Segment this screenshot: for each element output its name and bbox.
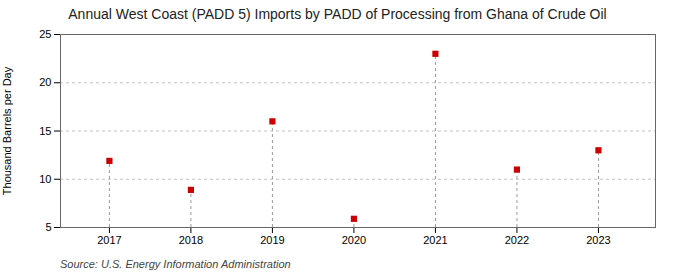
svg-text:2022: 2022 xyxy=(505,234,529,246)
svg-text:2018: 2018 xyxy=(179,234,203,246)
svg-text:2019: 2019 xyxy=(260,234,284,246)
svg-text:5: 5 xyxy=(45,221,51,233)
svg-text:2017: 2017 xyxy=(97,234,121,246)
svg-text:20: 20 xyxy=(39,76,51,88)
svg-text:15: 15 xyxy=(39,125,51,137)
html-text:Source: U.S. Energy Informatio: Source: U.S. Energy Information Administ… xyxy=(60,258,291,270)
svg-text:2020: 2020 xyxy=(342,234,366,246)
svg-text:Thousand Barrels per Day: Thousand Barrels per Day xyxy=(1,66,13,195)
svg-text:10: 10 xyxy=(39,173,51,185)
html-text:Annual West Coast (PADD 5) Imp: Annual West Coast (PADD 5) Imports by PA… xyxy=(68,6,607,22)
svg-text:2021: 2021 xyxy=(423,234,447,246)
svg-text:2023: 2023 xyxy=(586,234,610,246)
svg-text:25: 25 xyxy=(39,28,51,40)
